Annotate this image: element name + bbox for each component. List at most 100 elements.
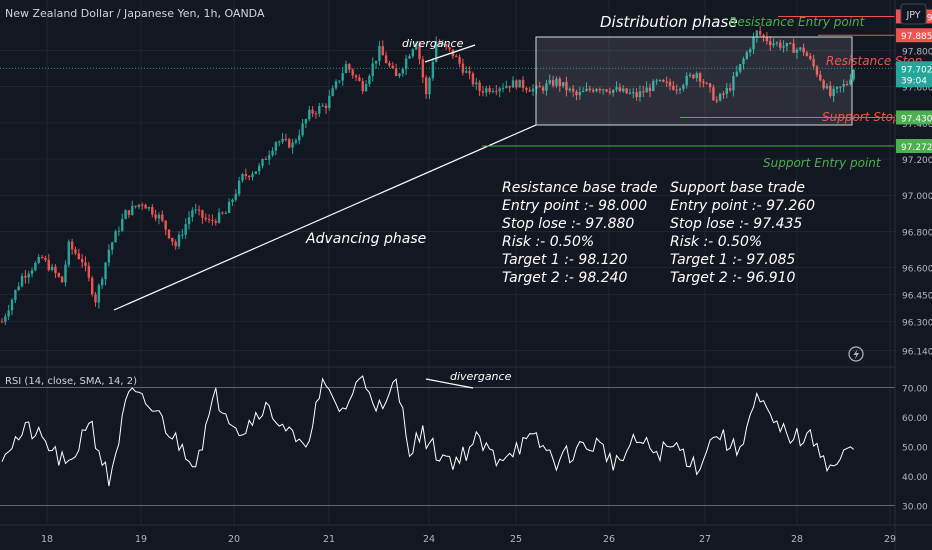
rsi-label[interactable]: RSI (14, close, SMA, 14, 2) bbox=[5, 376, 137, 387]
candle-body bbox=[181, 234, 184, 236]
price-tick-label: 96.140 bbox=[902, 348, 932, 358]
candle-body bbox=[291, 142, 294, 148]
candle-body bbox=[161, 214, 164, 221]
candle-body bbox=[595, 89, 598, 92]
candle-body bbox=[825, 85, 829, 89]
resistance-stop-price-tag: 97.885 bbox=[901, 32, 932, 42]
resistance-trade-line: Stop lose :- 97.880 bbox=[502, 216, 634, 232]
divergence-label-price: divergance bbox=[402, 37, 464, 50]
candle-body bbox=[795, 49, 799, 53]
candle-body bbox=[608, 91, 612, 93]
candle-body bbox=[625, 88, 628, 94]
candle-body bbox=[221, 212, 224, 214]
support-trade-line: Support base trade bbox=[670, 180, 805, 196]
candle-body bbox=[488, 88, 491, 92]
candle-body bbox=[809, 56, 812, 60]
candle-body bbox=[354, 75, 358, 78]
candle-body bbox=[37, 257, 40, 263]
candle-body bbox=[508, 85, 511, 88]
candle-body bbox=[812, 59, 815, 67]
candle-body bbox=[561, 82, 565, 86]
distribution-phase-label: Distribution phase bbox=[600, 13, 738, 31]
candle-body bbox=[201, 210, 204, 218]
candle-body bbox=[371, 63, 374, 76]
currency-button[interactable] bbox=[900, 3, 927, 25]
symbol-title[interactable]: New Zealand Dollar / Japanese Yen, 1h, O… bbox=[5, 7, 265, 20]
candle-body bbox=[521, 79, 525, 88]
candle-body bbox=[204, 217, 207, 220]
candle-body bbox=[528, 90, 531, 92]
candle-body bbox=[324, 105, 328, 109]
support-entry-price-tag: 97.272 bbox=[901, 143, 932, 153]
rsi-scale[interactable]: 70.00 60.00 50.00 40.00 30.00 bbox=[902, 385, 928, 513]
rsi-tick-label: 60.00 bbox=[902, 414, 928, 424]
currency-button-label: JPY bbox=[905, 10, 920, 21]
candle-body bbox=[394, 68, 398, 77]
candle-body bbox=[748, 49, 752, 53]
candle-body bbox=[54, 266, 57, 274]
price-tick-label: 97.800 bbox=[902, 48, 932, 58]
candle-body bbox=[718, 93, 722, 101]
candle-body bbox=[154, 214, 157, 219]
candle-body bbox=[348, 64, 351, 70]
candle-body bbox=[541, 87, 545, 91]
candle-body bbox=[658, 79, 662, 81]
candle-body bbox=[648, 87, 652, 91]
candle-body bbox=[101, 279, 104, 286]
candle-body bbox=[24, 275, 27, 278]
candle-body bbox=[44, 257, 47, 260]
candle-body bbox=[14, 290, 17, 300]
candle-body bbox=[772, 43, 775, 46]
candle-body bbox=[832, 88, 835, 96]
support-trade-line: Target 2 :- 96.910 bbox=[670, 270, 796, 286]
candle-body bbox=[688, 74, 692, 76]
candle-body bbox=[418, 43, 421, 60]
candle-body bbox=[74, 249, 77, 254]
candle-body bbox=[491, 91, 495, 93]
candle-body bbox=[545, 83, 548, 91]
candle-body bbox=[712, 87, 715, 101]
divergence-line-rsi bbox=[425, 378, 474, 389]
candle-body bbox=[498, 88, 501, 92]
candle-body bbox=[598, 89, 602, 91]
candle-body bbox=[708, 83, 712, 88]
support-stop-price-tag: 97.430 bbox=[901, 114, 932, 124]
resistance-trade-line: Target 1 :- 98.120 bbox=[502, 252, 628, 268]
support-entry-label: Support Entry point bbox=[763, 156, 882, 170]
lightning-icon[interactable] bbox=[848, 346, 864, 362]
candle-body bbox=[615, 87, 618, 90]
support-trade-line: Entry point :- 97.260 bbox=[670, 198, 815, 214]
time-tick-label: 19 bbox=[135, 534, 147, 545]
candle-body bbox=[164, 220, 167, 230]
candle-body bbox=[47, 259, 50, 271]
candle-body bbox=[301, 123, 304, 136]
candle-body bbox=[20, 275, 24, 287]
resistance-trade-line: Target 2 :- 98.240 bbox=[502, 270, 628, 286]
candle-body bbox=[632, 92, 635, 94]
support-trade-line: Stop lose :- 97.435 bbox=[670, 216, 802, 232]
candle-body bbox=[735, 71, 738, 77]
grid-lines bbox=[0, 0, 895, 525]
rsi-line bbox=[1, 375, 855, 487]
candle-body bbox=[378, 46, 381, 61]
candle-body bbox=[819, 74, 822, 81]
candle-body bbox=[247, 176, 251, 178]
candle-body bbox=[531, 88, 535, 92]
candle-body bbox=[174, 241, 177, 247]
price-tick-label: 96.600 bbox=[902, 264, 932, 274]
candle-body bbox=[351, 69, 354, 76]
candle-body bbox=[314, 113, 318, 115]
candle-body bbox=[612, 89, 615, 93]
resistance-stop-price-tag-bg bbox=[896, 28, 932, 43]
candle-body bbox=[40, 257, 44, 259]
candle-body bbox=[635, 92, 638, 98]
current-price-tag: 97.702 bbox=[901, 65, 932, 75]
resistance-trade-line: Resistance base trade bbox=[502, 180, 658, 196]
time-scale[interactable]: 18 19 20 21 24 25 26 27 28 29 bbox=[41, 534, 896, 545]
candle-body bbox=[471, 73, 475, 85]
candle-body bbox=[428, 78, 431, 95]
candle-body bbox=[227, 201, 231, 213]
candle-body bbox=[779, 42, 782, 48]
price-scale[interactable]: 97.800 97.600 97.400 97.200 97.000 96.800 96.6… bbox=[902, 48, 932, 358]
